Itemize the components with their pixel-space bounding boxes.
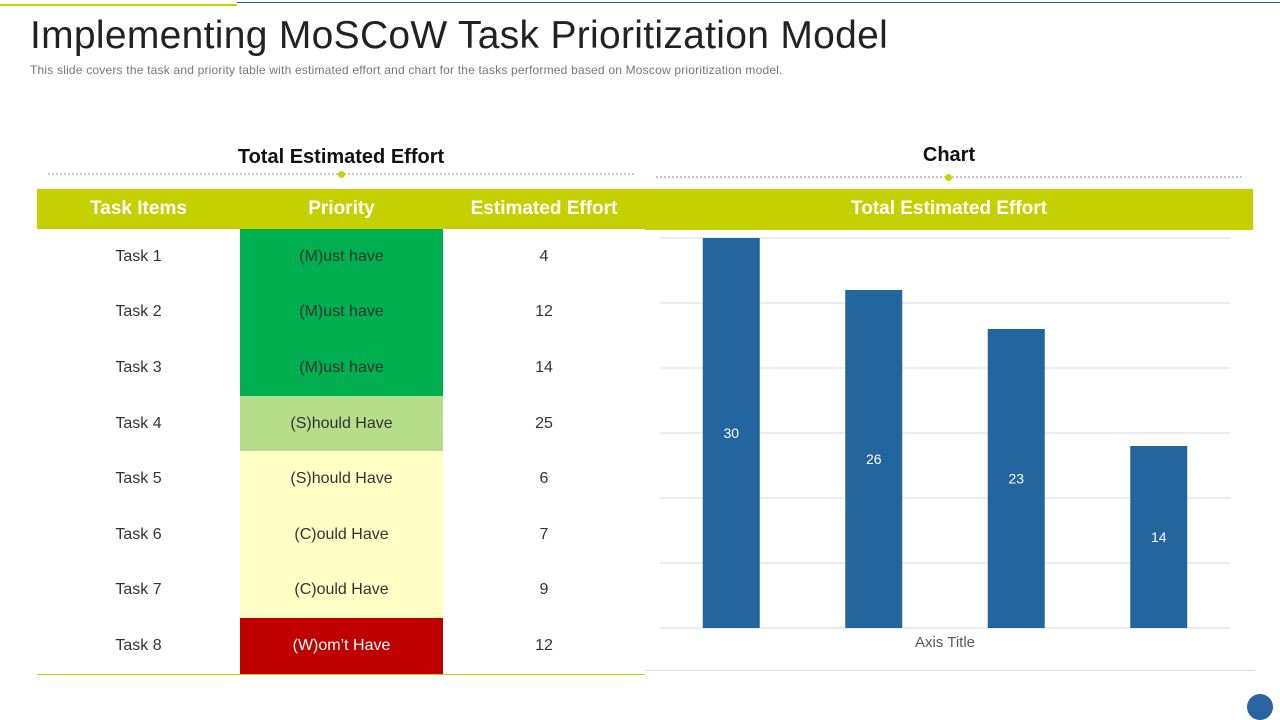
slide-corner-marker: [1247, 694, 1273, 720]
table-row: Task 2 (M)ust have 12: [37, 284, 645, 341]
task-name: Task 6: [115, 525, 162, 543]
chart-panel-title: Total Estimated Effort: [645, 189, 1253, 230]
table-row: Task 4 (S)hould Have 25: [37, 395, 645, 452]
table-row: Task 7 (C)ould Have 9: [37, 562, 645, 619]
chart-data-label: 14: [1151, 529, 1167, 545]
task-name: Task 7: [115, 581, 162, 599]
task-priority-table: Task Items Priority Estimated Effort Tas…: [37, 189, 645, 675]
table-row: Task 1 (M)ust have 4: [37, 229, 645, 285]
page-title: Implementing MoSCoW Task Prioritization …: [30, 14, 889, 57]
effort-value: 7: [539, 525, 549, 543]
chart-data-label: 23: [1008, 471, 1024, 487]
effort-value: 25: [535, 414, 553, 432]
priority-cell: (S)hould Have: [240, 451, 443, 507]
effort-value: 12: [443, 618, 645, 675]
top-accent-bar: [0, 4, 237, 6]
priority-cell: (M)ust have: [240, 340, 443, 396]
table-row: Task 8 (W)om’t Have 12: [37, 618, 645, 675]
chart-data-label: 26: [866, 451, 882, 467]
chart-bar: [1130, 446, 1188, 628]
chart-bar: [987, 329, 1045, 628]
priority-cell: (C)ould Have: [240, 562, 443, 619]
page-subtitle: This slide covers the task and priority …: [30, 63, 783, 77]
column-header-task-items: Task Items: [37, 189, 240, 229]
chart-heading-dot: [945, 174, 952, 181]
effort-value: 9: [539, 581, 549, 599]
table-header-row: Task Items Priority Estimated Effort: [37, 189, 645, 229]
task-name: Task 3: [115, 358, 162, 376]
table-row: Task 6 (C)ould Have 7: [37, 506, 645, 563]
column-header-estimated-effort: Estimated Effort: [443, 189, 645, 229]
table-heading-dot: [338, 171, 345, 178]
task-name: Task 8: [37, 618, 240, 675]
chart-x-axis-title: Axis Title: [915, 634, 975, 651]
chart-bottom-rule: [645, 670, 1255, 671]
task-name: Task 5: [115, 470, 162, 488]
effort-value: 12: [535, 303, 553, 321]
chart-section-heading: Chart: [922, 144, 976, 166]
effort-bar-chart: 30 26 23 14 Axis Title: [660, 237, 1230, 651]
priority-cell: (M)ust have: [240, 229, 443, 285]
effort-value: 6: [539, 470, 549, 488]
priority-cell: (C)ould Have: [240, 506, 443, 563]
priority-cell: (W)om’t Have: [240, 618, 443, 675]
table-row: Task 3 (M)ust have 14: [37, 340, 645, 396]
priority-cell: (S)hould Have: [240, 395, 443, 452]
chart-data-label: 30: [723, 425, 739, 441]
chart-bar: [845, 290, 903, 628]
table-row: Task 5 (S)hould Have 6: [37, 451, 645, 507]
effort-value: 14: [535, 358, 553, 376]
task-name: Task 2: [115, 303, 162, 321]
column-header-priority: Priority: [240, 189, 443, 229]
effort-value: 4: [539, 247, 549, 265]
top-rule: [237, 2, 1280, 3]
task-name: Task 1: [115, 247, 162, 265]
task-name: Task 4: [115, 414, 162, 432]
chart-bar: [702, 238, 760, 628]
priority-cell: (M)ust have: [240, 284, 443, 341]
table-section-heading: Total Estimated Effort: [237, 146, 445, 168]
